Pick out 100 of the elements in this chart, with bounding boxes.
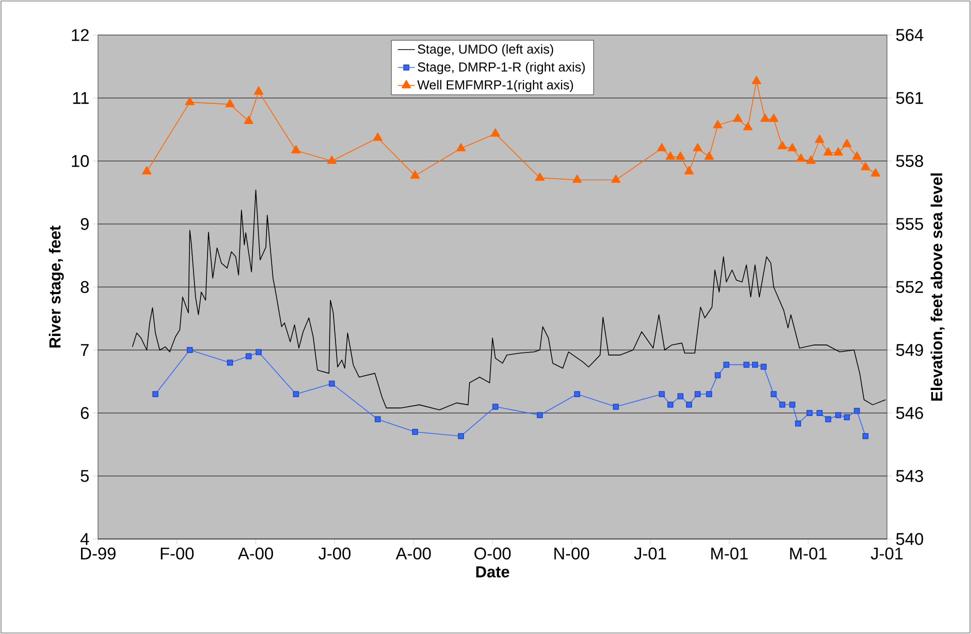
y-tick-label: 10 bbox=[72, 155, 89, 168]
y-tick-label: 5 bbox=[80, 470, 89, 482]
point bbox=[788, 143, 798, 152]
point bbox=[823, 147, 833, 156]
point bbox=[152, 391, 158, 398]
point bbox=[254, 86, 264, 95]
point bbox=[779, 402, 786, 408]
point bbox=[374, 416, 381, 422]
point bbox=[458, 433, 464, 440]
point bbox=[760, 364, 767, 370]
point bbox=[490, 128, 500, 137]
x-tick-label: O-00 bbox=[474, 548, 511, 560]
point bbox=[854, 408, 860, 414]
x-tick-label: N-00 bbox=[554, 548, 590, 560]
point bbox=[574, 391, 580, 398]
y2-tick-label: 564 bbox=[896, 29, 924, 41]
point bbox=[226, 360, 233, 366]
x-tick-label: J-01 bbox=[870, 548, 903, 560]
y-axis-title: River stage, feet bbox=[48, 226, 64, 348]
point bbox=[844, 414, 850, 420]
y2-tick-label: 555 bbox=[896, 218, 924, 230]
y-tick-label: 11 bbox=[73, 92, 89, 104]
point bbox=[676, 151, 686, 160]
point bbox=[835, 412, 842, 418]
x-tick-label: J-01 bbox=[634, 548, 666, 560]
y2-tick-label: 540 bbox=[896, 533, 924, 545]
point bbox=[686, 402, 692, 408]
y-tick-label: 7 bbox=[80, 344, 89, 356]
point bbox=[770, 391, 777, 398]
point bbox=[684, 166, 694, 174]
y2-tick-label: 558 bbox=[896, 155, 924, 167]
x-tick-label: A-00 bbox=[396, 548, 431, 560]
point bbox=[704, 151, 714, 160]
point bbox=[706, 391, 712, 398]
point bbox=[806, 410, 813, 416]
point bbox=[142, 166, 152, 174]
y2-axis-title: Elevation, feet above sea level bbox=[930, 173, 945, 401]
y2-tick-label: 546 bbox=[896, 407, 924, 419]
point bbox=[244, 116, 254, 124]
point bbox=[535, 172, 545, 181]
point bbox=[825, 416, 832, 422]
point bbox=[612, 404, 619, 410]
y-tick-label: 6 bbox=[80, 407, 89, 420]
x-tick-label: J-00 bbox=[318, 548, 351, 560]
point bbox=[834, 147, 843, 156]
point bbox=[292, 391, 299, 398]
point bbox=[666, 151, 676, 160]
y-tick-label: 8 bbox=[80, 281, 89, 294]
point bbox=[412, 428, 418, 435]
point bbox=[733, 114, 743, 122]
point bbox=[694, 391, 701, 398]
point bbox=[743, 122, 753, 130]
point bbox=[860, 162, 870, 170]
point bbox=[456, 143, 466, 152]
point bbox=[796, 154, 806, 162]
point bbox=[852, 151, 862, 160]
point bbox=[611, 174, 621, 183]
point bbox=[657, 143, 667, 152]
point bbox=[723, 362, 730, 368]
point bbox=[225, 98, 235, 108]
x-tick-label: M-01 bbox=[711, 548, 748, 560]
point bbox=[712, 120, 722, 128]
y2-tick-label: 552 bbox=[896, 281, 923, 293]
point bbox=[814, 134, 824, 143]
point bbox=[862, 433, 868, 440]
y-tick-label: 4 bbox=[80, 533, 89, 545]
point bbox=[752, 362, 758, 368]
point bbox=[768, 114, 778, 122]
y2-tick-label: 561 bbox=[896, 92, 923, 104]
legend-label: Stage, UMDO (left axis) bbox=[418, 44, 554, 56]
legend-label: Stage, DMRP-1-R (right axis) bbox=[418, 62, 585, 74]
point bbox=[789, 402, 796, 408]
x-tick-label: D-99 bbox=[81, 548, 116, 560]
point bbox=[816, 410, 823, 416]
x-tick-label: A-00 bbox=[238, 548, 274, 560]
y-tick-label: 12 bbox=[72, 29, 89, 41]
point bbox=[256, 349, 262, 356]
point bbox=[714, 372, 721, 378]
point bbox=[658, 391, 665, 398]
point bbox=[778, 140, 788, 150]
point bbox=[186, 347, 193, 353]
point bbox=[246, 353, 252, 360]
point bbox=[842, 138, 852, 148]
point bbox=[410, 170, 420, 179]
point bbox=[692, 143, 702, 152]
y-tick-label: 9 bbox=[80, 218, 89, 230]
point bbox=[870, 168, 880, 176]
y2-tick-label: 543 bbox=[896, 470, 924, 482]
x-axis-title: Date bbox=[476, 566, 510, 578]
point bbox=[572, 174, 582, 183]
legend-label: Well EMFMRP-1(right axis) bbox=[417, 80, 574, 92]
x-tick-label: M-01 bbox=[790, 548, 827, 560]
point bbox=[677, 393, 684, 400]
point bbox=[328, 380, 335, 387]
point bbox=[492, 404, 498, 410]
point bbox=[373, 132, 382, 141]
point bbox=[743, 362, 750, 368]
point bbox=[667, 402, 674, 408]
point bbox=[327, 156, 337, 164]
point bbox=[806, 156, 816, 164]
